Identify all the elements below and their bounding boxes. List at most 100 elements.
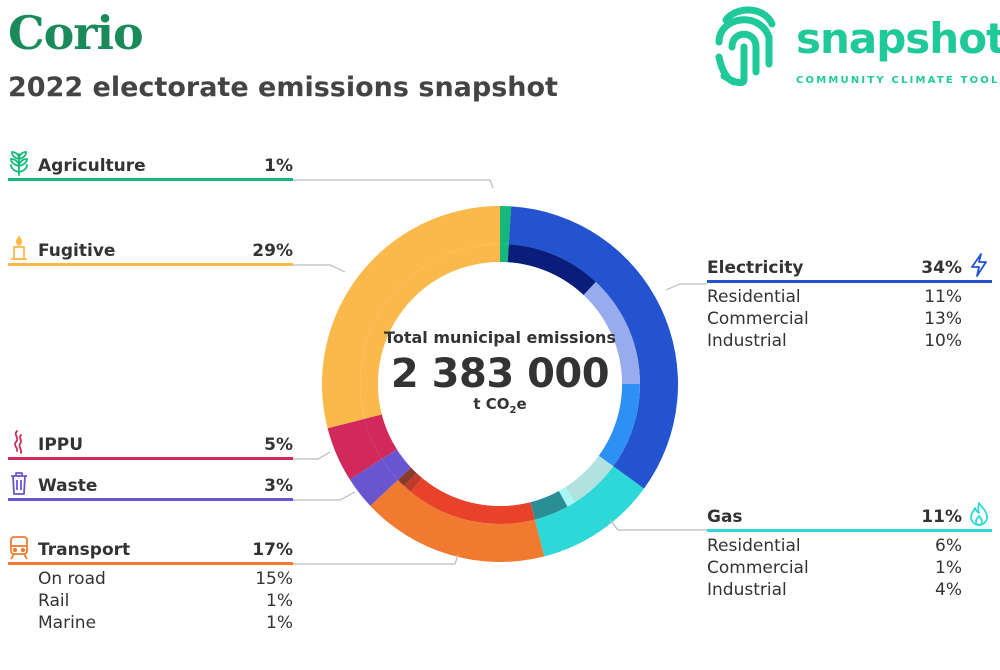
sector-electricity: Electricity 34% Residential 11% Commerci… bbox=[707, 253, 992, 351]
subsector-name: Residential bbox=[707, 536, 801, 556]
unit-text: t CO bbox=[473, 395, 510, 413]
subsector-name: Industrial bbox=[707, 331, 787, 351]
sector-waste-percent: 3% bbox=[264, 476, 293, 496]
sector-gas-name: Gas bbox=[707, 507, 743, 527]
connector-line-waste bbox=[293, 491, 356, 501]
subsector-name: Residential bbox=[707, 287, 801, 307]
snapshot-logo: snapshot COMMUNITY CLIMATE TOOL bbox=[712, 0, 1000, 95]
donut-slice-transport bbox=[370, 479, 545, 562]
connector-line-fugitive bbox=[293, 264, 346, 273]
subsector-row: Industrial 4% bbox=[707, 576, 992, 600]
sector-ippu: IPPU 5% bbox=[8, 430, 293, 460]
train-icon bbox=[10, 536, 28, 560]
sector-agriculture: Agriculture 1% bbox=[8, 151, 293, 181]
donut-subslice-gas-industrial bbox=[530, 490, 568, 520]
subsector-percent: 6% bbox=[935, 536, 962, 556]
sector-transport-percent: 17% bbox=[252, 540, 293, 560]
sector-gas: Gas 11% Residential 6% Commercial 1% Ind… bbox=[707, 502, 992, 600]
sector-fugitive-percent: 29% bbox=[252, 241, 293, 261]
sector-electricity-name: Electricity bbox=[707, 258, 804, 278]
subsector-row: Residential 6% bbox=[707, 532, 992, 556]
donut-subslice-transport-on-road bbox=[410, 478, 535, 524]
connector-line-agriculture bbox=[293, 179, 494, 189]
subsector-percent: 1% bbox=[266, 613, 293, 633]
connector-line-transport bbox=[293, 554, 459, 565]
donut-inner-waste bbox=[381, 449, 412, 480]
subsector-name: Commercial bbox=[707, 558, 809, 578]
total-label: Total municipal emissions bbox=[384, 328, 616, 347]
sector-transport-header: Transport 17% bbox=[8, 536, 293, 565]
donut-subslice-gas-residential bbox=[565, 455, 614, 503]
subsector-name: Rail bbox=[38, 591, 70, 611]
wheat-icon bbox=[10, 151, 28, 176]
sector-transport: Transport 17% On road 15% Rail 1% Marine… bbox=[8, 536, 293, 633]
donut-slice-ippu bbox=[327, 418, 382, 480]
sector-waste-header: Waste 3% bbox=[8, 472, 293, 501]
sector-agriculture-header: Agriculture 1% bbox=[8, 151, 293, 181]
subsector-percent: 11% bbox=[924, 287, 962, 307]
sector-gas-header: Gas 11% bbox=[707, 502, 992, 532]
donut-inner-fugitive bbox=[360, 243, 500, 419]
sector-fugitive: Fugitive 29% bbox=[8, 235, 293, 266]
unit-tail: e bbox=[516, 395, 527, 413]
subsector-percent: 4% bbox=[935, 580, 962, 600]
subsector-row: Residential 11% bbox=[707, 283, 992, 307]
subsector-row: Marine 1% bbox=[8, 609, 293, 633]
sector-agriculture-name: Agriculture bbox=[38, 156, 146, 176]
total-value: 2 383 000 bbox=[390, 351, 610, 397]
sector-ippu-header: IPPU 5% bbox=[8, 430, 293, 460]
sector-ippu-percent: 5% bbox=[264, 435, 293, 455]
sector-ippu-name: IPPU bbox=[38, 435, 84, 455]
donut-subslice-transport-rail bbox=[404, 472, 423, 492]
sector-transport-name: Transport bbox=[38, 540, 131, 560]
donut-hole bbox=[378, 262, 622, 506]
subsector-percent: 15% bbox=[255, 569, 293, 589]
donut-inner-ippu bbox=[364, 414, 397, 460]
sector-waste-name: Waste bbox=[38, 476, 98, 496]
subsector-row: On road 15% bbox=[8, 565, 293, 589]
connector-line-ippu bbox=[293, 451, 331, 460]
sector-gas-percent: 11% bbox=[921, 507, 962, 527]
donut-slice-fugitive bbox=[322, 206, 500, 429]
donut-subslice-electricity-industrial bbox=[598, 384, 640, 467]
subsector-row: Rail 1% bbox=[8, 587, 293, 611]
donut-subslice-transport-marine bbox=[397, 467, 417, 487]
sector-fugitive-name: Fugitive bbox=[38, 241, 116, 261]
subsector-row: Commercial 1% bbox=[707, 554, 992, 578]
donut-subslice-electricity-commercial bbox=[583, 281, 640, 384]
sector-electricity-header: Electricity 34% bbox=[707, 253, 992, 283]
subsector-percent: 13% bbox=[924, 309, 962, 329]
page-subtitle: 2022 electorate emissions snapshot bbox=[8, 72, 558, 103]
page-title: Corio bbox=[8, 6, 144, 60]
flame-icon bbox=[970, 502, 988, 526]
subsector-name: On road bbox=[38, 569, 106, 589]
unit-subscript: 2 bbox=[509, 405, 517, 416]
smoke-icon bbox=[14, 430, 23, 454]
total-unit: t CO2e bbox=[380, 395, 620, 416]
subsector-percent: 1% bbox=[266, 591, 293, 611]
snapshot-logo-icon bbox=[715, 6, 776, 87]
subsector-name: Commercial bbox=[707, 309, 809, 329]
donut-slice-electricity bbox=[508, 206, 678, 489]
donut-slice-agriculture bbox=[500, 206, 512, 245]
donut-subslice-electricity-residential bbox=[507, 244, 596, 296]
sector-agriculture-percent: 1% bbox=[264, 156, 293, 176]
logo-wordmark: snapshot bbox=[796, 14, 1000, 63]
donut-inner-agriculture bbox=[500, 244, 509, 263]
subsector-row: Industrial 10% bbox=[707, 327, 992, 351]
subsector-percent: 1% bbox=[935, 558, 962, 578]
candle-icon bbox=[11, 235, 27, 260]
sector-fugitive-header: Fugitive 29% bbox=[8, 235, 293, 266]
sector-waste: Waste 3% bbox=[8, 472, 293, 501]
subsector-name: Marine bbox=[38, 613, 97, 633]
trash-icon bbox=[11, 472, 27, 495]
subsector-name: Industrial bbox=[707, 580, 787, 600]
donut-slice-waste bbox=[349, 459, 398, 506]
subsector-row: Commercial 13% bbox=[707, 305, 992, 329]
sector-electricity-percent: 34% bbox=[921, 258, 962, 278]
donut-slice-gas bbox=[534, 466, 645, 557]
logo-tagline: COMMUNITY CLIMATE TOOL bbox=[796, 75, 1000, 86]
donut-subslice-gas-commercial bbox=[558, 487, 576, 507]
connector-line-electricity bbox=[665, 283, 707, 291]
